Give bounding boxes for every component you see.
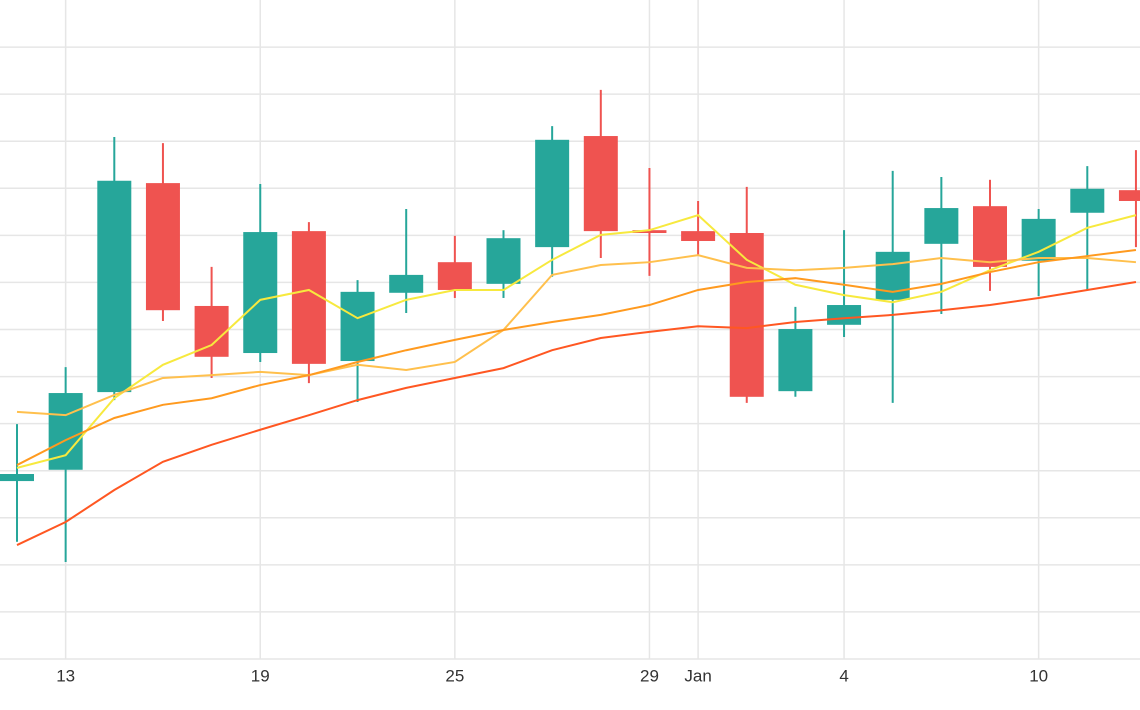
x-tick-label: 29	[640, 666, 659, 685]
candle-body	[145, 183, 180, 311]
x-tick-label: 4	[839, 666, 848, 685]
x-tick-label: Jan	[684, 666, 711, 685]
candle-body	[535, 139, 570, 248]
x-tick-label: 13	[56, 666, 75, 685]
candle-body	[1070, 188, 1105, 213]
moving-average-line	[16, 254, 1137, 417]
candle-body	[437, 262, 472, 290]
candle-body	[632, 230, 667, 234]
candle-body	[97, 180, 132, 393]
candle-body	[48, 393, 83, 470]
x-tick-label: 19	[251, 666, 270, 685]
candle-body	[973, 206, 1007, 267]
moving-average-line	[16, 248, 1137, 466]
candle-body	[729, 233, 764, 397]
candle-body	[243, 232, 278, 354]
candle-body	[827, 305, 862, 325]
candle-body	[924, 208, 959, 244]
candle-body	[1118, 190, 1140, 201]
moving-average-line	[16, 280, 1137, 546]
candle-body	[778, 329, 813, 392]
candle-body	[0, 474, 34, 482]
candle-body	[583, 136, 618, 232]
moving-average-line	[16, 213, 1137, 469]
x-tick-label: 10	[1029, 666, 1048, 685]
candle-body	[340, 291, 375, 362]
candle-body	[486, 238, 521, 284]
candle-body	[389, 274, 424, 293]
x-tick-label: 25	[445, 666, 464, 685]
candle-body	[1021, 218, 1056, 261]
candle-body	[194, 305, 229, 357]
candle-body	[681, 231, 716, 242]
